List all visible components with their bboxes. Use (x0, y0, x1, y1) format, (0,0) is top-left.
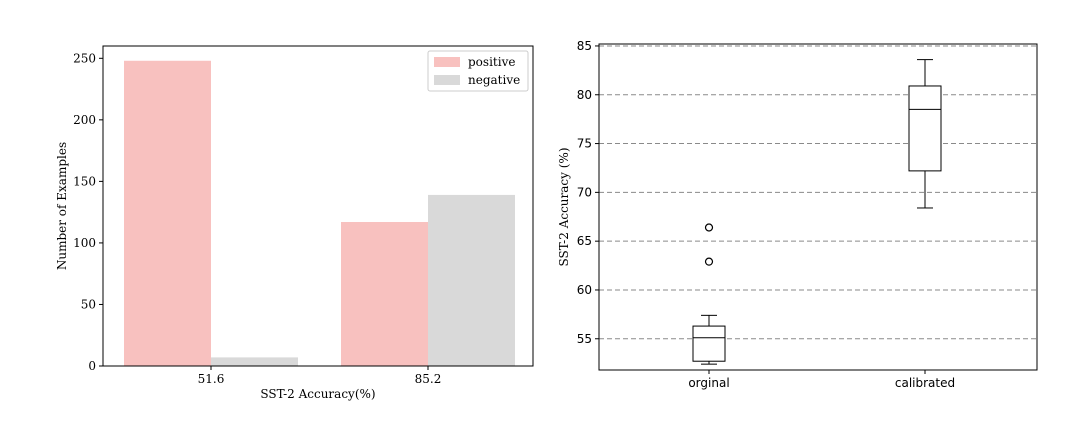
box-y-tick-label-6: 85 (577, 39, 592, 53)
box-x-tick-label-1: calibrated (895, 376, 955, 390)
bar-negative-1 (428, 194, 515, 366)
box-x-tick-label-0: orginal (688, 376, 729, 390)
box-y-axis-label: SST-2 Accuracy (%) (557, 148, 571, 267)
bar-x-axis-label: SST-2 Accuracy(%) (260, 387, 375, 401)
box-y-tick-label-3: 70 (577, 185, 592, 199)
bar-y-tick-label-3: 150 (73, 174, 96, 188)
box-plot: 55 60 65 70 75 80 85 orginal calibrated SST-2 A… (557, 39, 1038, 390)
box-outlier-1 (704, 223, 714, 232)
bar-y-tick-label-0: 0 (88, 359, 96, 373)
box-outlier-0 (704, 257, 714, 266)
box-plot-frame (598, 43, 1038, 371)
bar-y-tick-label-4: 200 (73, 113, 96, 127)
bar-y-tick-label-5: 250 (73, 51, 96, 65)
bar-x-tick-label-1: 85.2 (415, 372, 442, 386)
box-y-tick-label-2: 65 (577, 234, 592, 248)
box-x-ticks: orginal calibrated (688, 370, 955, 390)
bar-y-ticks: 0 50 100 150 200 250 (73, 51, 103, 373)
legend-swatch-negative (434, 75, 460, 85)
bar-y-tick-label-1: 50 (81, 297, 96, 311)
box-y-tick-label-0: 55 (577, 332, 592, 346)
bar-chart: 0 50 100 150 200 250 51.6 85.2 SST-2 Accuracy(… (55, 45, 534, 401)
box-y-tick-label-5: 80 (577, 88, 592, 102)
bar-legend: positive negative (427, 50, 529, 92)
bar-plot-frame (102, 45, 534, 367)
box-y-tick-label-4: 75 (577, 137, 592, 151)
bar-negative-0 (211, 357, 298, 366)
bar-y-axis-label: Number of Examples (55, 142, 69, 270)
box-calibrated (908, 59, 942, 209)
bar-positive-1 (341, 222, 428, 366)
box-grid-lines (599, 45, 1037, 340)
bar-marks (124, 60, 515, 367)
legend-label-negative: negative (468, 73, 520, 87)
box-iqr (908, 85, 942, 172)
bar-positive-0 (124, 60, 211, 367)
box-orginal (692, 223, 726, 365)
legend-label-positive: positive (468, 55, 515, 69)
bar-y-tick-label-2: 100 (73, 236, 96, 250)
box-y-ticks: 55 60 65 70 75 80 85 (577, 39, 599, 346)
box-marks (692, 59, 942, 365)
bar-x-ticks: 51.6 85.2 (198, 366, 442, 386)
box-y-tick-label-1: 60 (577, 283, 592, 297)
bar-x-tick-label-0: 51.6 (198, 372, 225, 386)
legend-swatch-positive (434, 57, 460, 67)
box-iqr (692, 325, 726, 362)
